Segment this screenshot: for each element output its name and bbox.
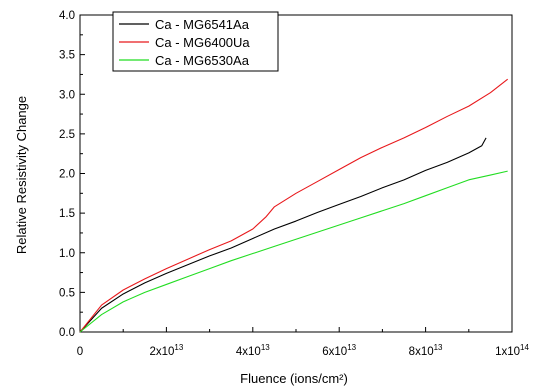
y-tick-label: 3.0 <box>59 89 75 101</box>
legend-label: Ca - MG6400Ua <box>155 35 250 50</box>
y-tick-label: 1.0 <box>59 248 75 260</box>
x-axis-title: Fluence (ions/cm²) <box>240 371 348 386</box>
legend: Ca - MG6541Aa Ca - MG6400Ua Ca - MG6530Aa <box>112 11 279 72</box>
legend-label: Ca - MG6530Aa <box>155 53 250 68</box>
series-line-1 <box>79 137 487 333</box>
y-tick-label: 1.5 <box>59 208 75 220</box>
y-tick-label: 0.0 <box>59 327 75 339</box>
x-tick-label: 2x1013 <box>149 343 183 358</box>
x-tick-label: 4x1013 <box>236 343 270 358</box>
x-tick-label: 6x1013 <box>322 343 356 358</box>
y-tick-label: 3.5 <box>59 50 75 62</box>
y-tick-label: 0.5 <box>59 287 75 299</box>
legend-label: Ca - MG6541Aa <box>155 17 250 32</box>
axes: 0.0 0.5 1.0 1.5 2.0 2.5 3.0 3.5 4.0 0 2x1013 4x1013… <box>59 10 529 358</box>
y-tick-label: 2.5 <box>59 129 75 141</box>
y-tick-label: 2.0 <box>59 169 75 181</box>
x-tick-label: 8x1013 <box>409 343 443 358</box>
series-layer <box>79 78 509 333</box>
x-tick-label: 1x1014 <box>495 343 529 358</box>
y-axis-title: Relative Resistivity Change <box>14 96 29 254</box>
x-tick-label: 0 <box>77 346 83 358</box>
series-line-3 <box>79 170 508 333</box>
y-tick-label: 4.0 <box>59 10 75 22</box>
series-line-2 <box>79 78 509 333</box>
